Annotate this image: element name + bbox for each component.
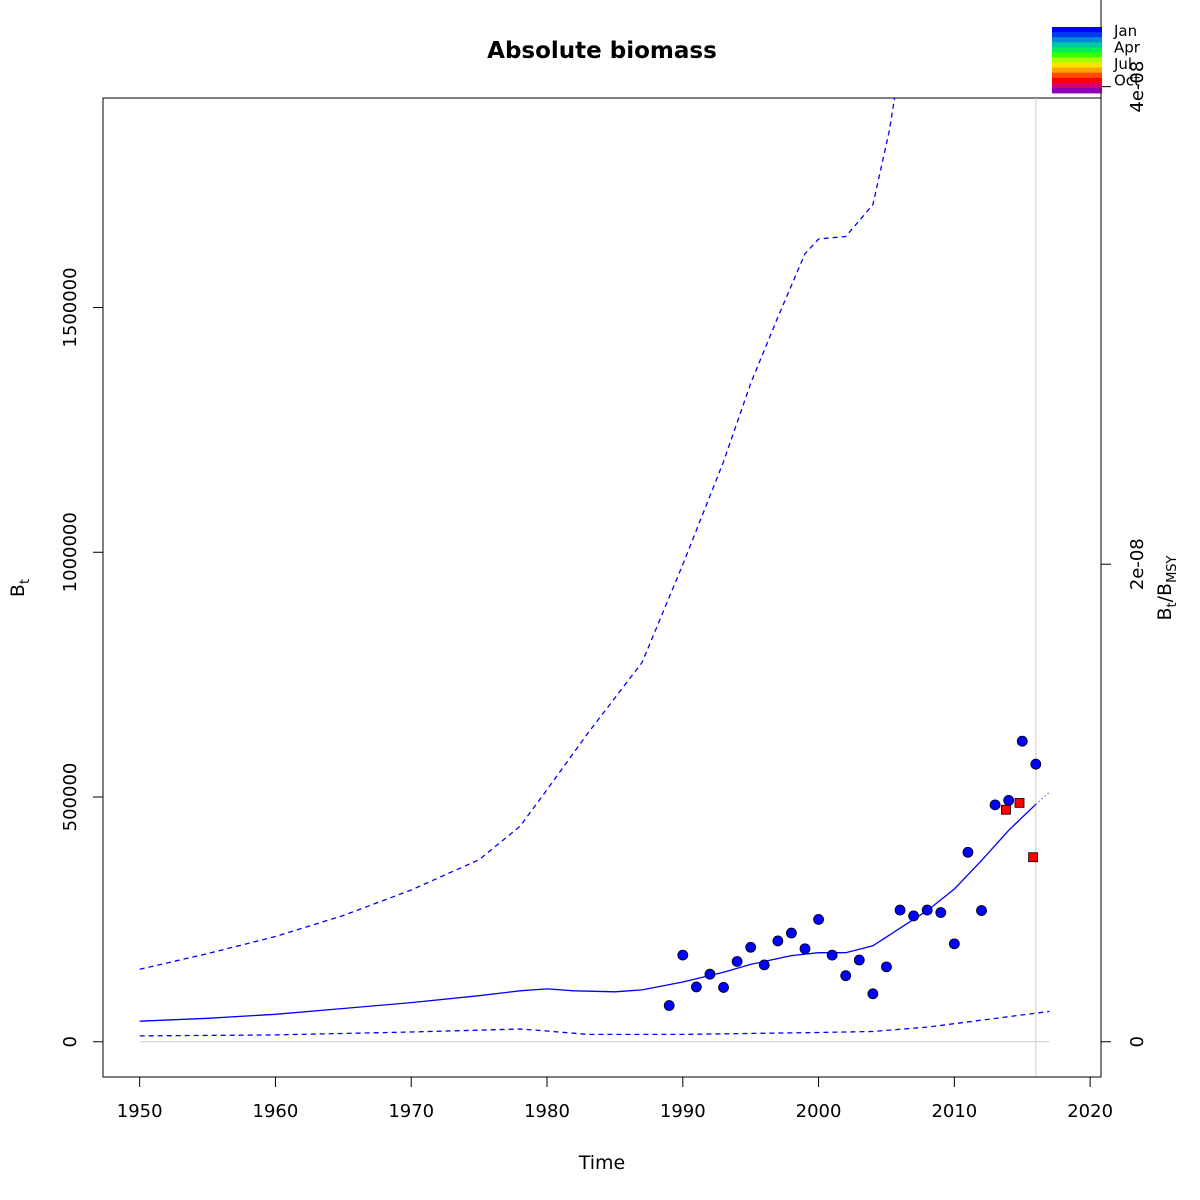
observation-point [867,988,879,1000]
observation-point [894,904,906,916]
observation-point [663,1000,675,1011]
observation-point [935,907,947,918]
observation-points [663,735,1042,1011]
right-axis-label-main: B [1154,607,1176,620]
observation-point [731,956,743,967]
y-axis-label-sub: t [18,579,33,584]
x-tick-label: 1950 [117,1101,163,1122]
legend-color-band [1052,37,1102,43]
legend-color-band [1052,27,1102,33]
observation-point [813,913,824,925]
y-tick-label: 500000 [60,763,81,832]
legend-label: Jan [1113,22,1137,40]
series-line-upper_ci [139,98,896,970]
observation-point [976,905,987,916]
observation-point [1016,735,1028,747]
y-tick-label: 1500000 [60,267,81,347]
observation-point [677,949,689,961]
observation-point [853,954,865,966]
observation-point [772,935,784,947]
right-axis-label-slash: /B [1154,583,1176,602]
observation-point [989,799,1001,811]
y-axis-label: Bt [7,579,33,597]
observation-point [758,959,770,971]
observation-point [1001,804,1011,815]
x-tick-label: 2020 [1067,1101,1113,1122]
legend-label: Oct [1114,72,1140,90]
x-axis-label: Time [578,1152,626,1174]
observation-point [690,981,702,993]
series-layer [139,98,1050,1077]
chart-title: Absolute biomass [487,38,717,64]
x-axis: 1950 1960 1970 1980 1990 2000 2010 2020 [117,1076,1113,1122]
right-tick-label: 2e-08 [1127,538,1148,590]
legend-color-band [1052,42,1102,48]
x-tick-label: 2010 [931,1101,977,1122]
observation-point [745,941,757,953]
legend-color-band [1052,87,1102,94]
observation-point [718,982,729,993]
observation-point [1030,758,1042,770]
observation-point [786,927,797,939]
legend-label: Jul [1113,55,1132,73]
right-axis-label-sub2: MSY [1165,555,1180,582]
series-line-forecast [1035,791,1050,805]
y-axis-left: 0 500000 1000000 1500000 [60,267,104,1047]
x-tick-label: 2000 [796,1101,842,1122]
legend-color-band [1052,52,1102,58]
series-line-estimate [139,803,1037,1022]
legend-color-band [1052,77,1102,84]
legend-color-band [1052,67,1102,74]
legend-color-band [1052,32,1102,38]
y-tick-label: 0 [60,1036,81,1047]
x-tick-label: 1990 [660,1101,706,1122]
observation-point [948,938,960,950]
legend-color-band [1052,62,1102,69]
observation-point [962,846,974,858]
legend-color-band [1052,47,1102,53]
observation-point [799,943,811,955]
legend-color-band [1052,57,1102,63]
right-axis-label: Bt/BMSY [1154,555,1180,620]
right-tick-label: 0 [1127,1036,1148,1047]
observation-point [921,904,933,916]
observation-point [840,970,852,982]
observation-point [1028,852,1039,863]
legend-color-band [1052,72,1102,79]
right-tick-label: 4e-08 [1127,61,1148,113]
right-axis-label-sub1: t [1165,602,1180,607]
x-tick-label: 1980 [524,1101,570,1122]
series-line-lower_ci [139,1010,1050,1037]
x-tick-label: 1970 [388,1101,434,1122]
legend-color-band [1052,82,1102,89]
x-tick-label: 1960 [253,1101,299,1122]
legend-label: Apr [1114,39,1141,57]
observation-point [704,968,716,980]
y-axis-label-main: B [7,584,29,597]
observation-point [908,910,920,922]
plot-frame [102,97,1102,1078]
observation-point [881,961,892,973]
observation-point [1014,797,1025,808]
y-tick-label: 1000000 [60,512,81,592]
observation-point [1003,795,1015,806]
observation-point [826,949,838,961]
